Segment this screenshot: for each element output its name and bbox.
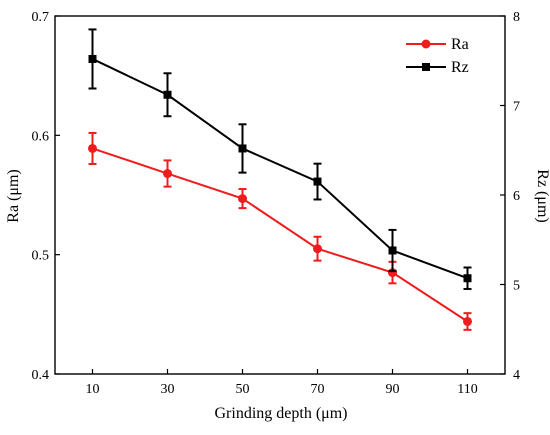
series-line-ra — [92, 147, 469, 323]
point-rz-1 — [163, 90, 172, 99]
series-layer — [88, 28, 472, 331]
legend: Ra Rz — [406, 36, 469, 76]
point-rz-5 — [463, 274, 472, 283]
point-ra-0 — [88, 143, 97, 153]
y-left-tick-label-1: 0.5 — [32, 249, 50, 264]
y-left-tick-label-3: 0.7 — [32, 10, 50, 25]
y-axis-right-title: Rz (μm) — [534, 169, 550, 222]
x-axis-title: Grinding depth (μm) — [215, 405, 348, 422]
point-rz-4 — [388, 246, 397, 255]
y-right-tick-label-4: 8 — [513, 10, 520, 25]
y-right-tick-label-2: 6 — [513, 189, 520, 204]
y-right-tick-label-0: 4 — [513, 368, 520, 383]
legend-label-ra: Ra — [451, 36, 469, 53]
point-ra-5 — [463, 316, 472, 326]
y-left-tick-label-2: 0.6 — [32, 129, 50, 144]
x-tick-label-2: 50 — [236, 382, 250, 397]
series-rz — [88, 28, 472, 290]
point-rz-2 — [238, 144, 247, 153]
x-tick-label-0: 10 — [86, 382, 100, 397]
y-axis-left-title: Ra (μm) — [5, 169, 22, 222]
point-ra-1 — [163, 169, 172, 179]
point-ra-3 — [313, 244, 322, 254]
legend-marker-ra — [421, 39, 431, 49]
x-tick-label-3: 70 — [311, 382, 325, 397]
plot-frame — [54, 15, 506, 375]
x-tick-label-5: 110 — [457, 382, 477, 397]
x-tick-label-1: 30 — [161, 382, 175, 397]
point-ra-2 — [238, 194, 247, 204]
plot-border — [54, 15, 506, 375]
y-right-tick-label-3: 7 — [513, 100, 520, 115]
y-right-tick-label-1: 5 — [513, 279, 520, 294]
y-left-tick-label-0: 0.4 — [32, 368, 50, 383]
legend-label-rz: Rz — [451, 59, 469, 76]
series-ra — [88, 131, 472, 331]
x-tick-label-4: 90 — [386, 382, 400, 397]
point-rz-3 — [313, 177, 322, 186]
series-line-rz — [92, 58, 468, 280]
legend-marker-rz — [422, 63, 430, 71]
ticks: 10 30 50 70 90 110 0.4 0.5 0.6 0.7 4 5 6 7 8 — [32, 10, 521, 397]
point-rz-0 — [88, 54, 97, 63]
